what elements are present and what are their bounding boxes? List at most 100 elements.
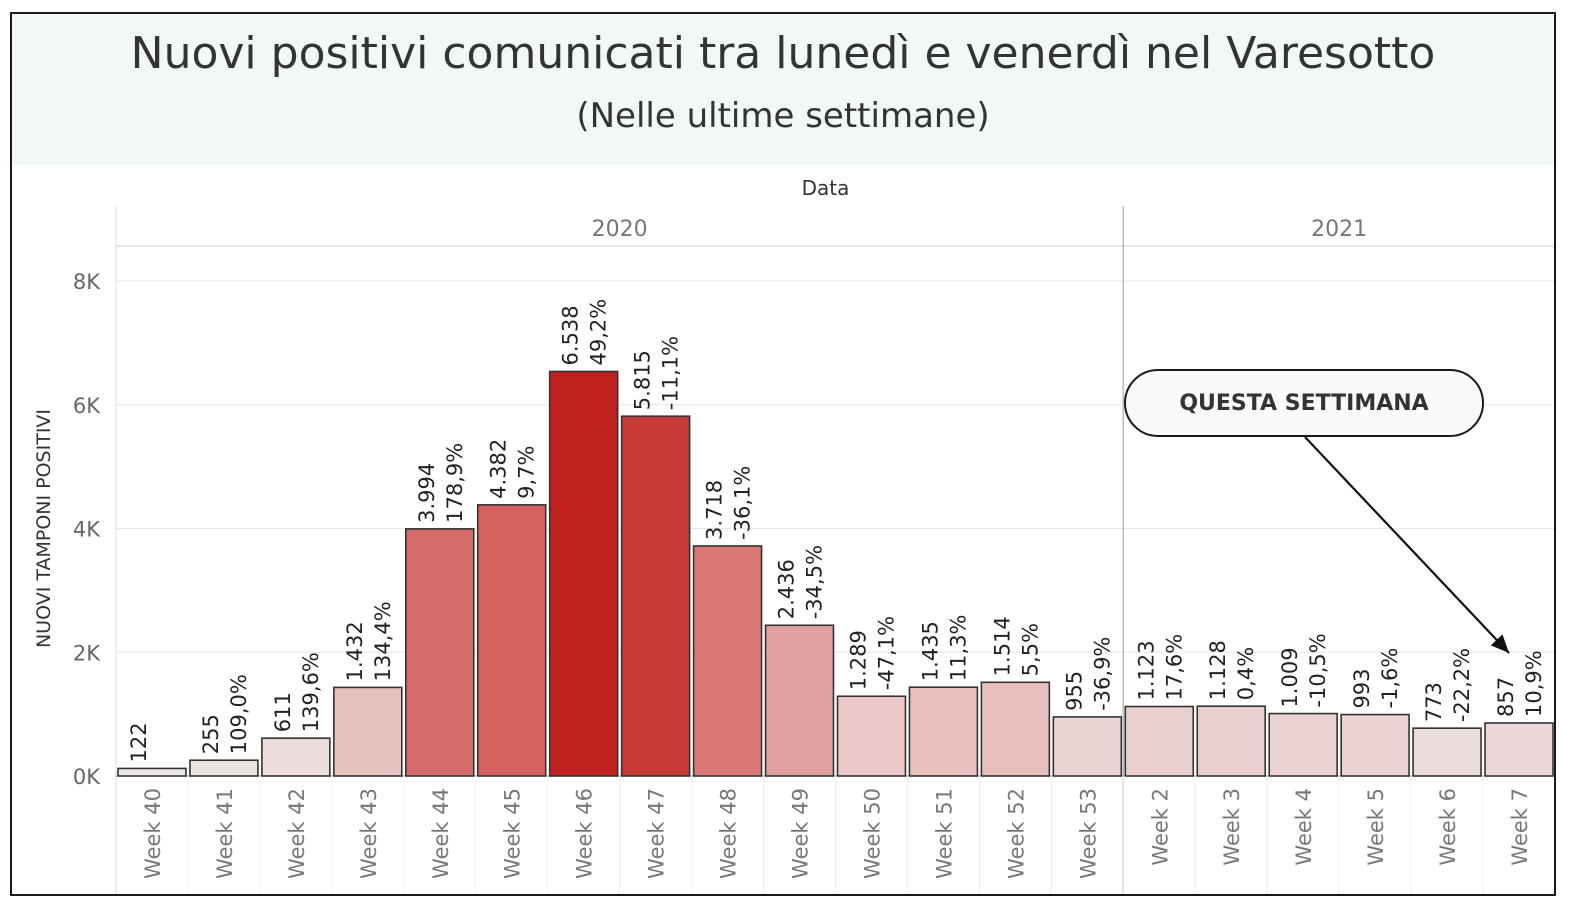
- bar: [836, 695, 907, 777]
- year-label: 2021: [1311, 217, 1367, 242]
- pct-change-label: 17,6%: [1162, 634, 1186, 701]
- chart-subtitle: (Nelle ultime settimane): [576, 96, 990, 136]
- bar: [1196, 705, 1266, 777]
- axes: 0K 2K 4K 6K 8K NUOVI TAMPONI POSITIVI Data 2020…: [33, 176, 1554, 894]
- x-tick-label: Week 46: [573, 788, 597, 879]
- arrow-head: [1490, 634, 1510, 653]
- data-labels: 122 Week 40 255 109,0% Week 41 611 139,6% Week …: [127, 299, 1546, 879]
- x-tick-label: Week 51: [932, 788, 956, 879]
- y-tick-label: 6K: [73, 394, 101, 418]
- x-tick-label: Week 4: [1292, 788, 1316, 866]
- y-tick-label: 8K: [73, 270, 101, 294]
- bar-chart: 0K 2K 4K 6K 8K NUOVI TAMPONI POSITIVI Data 2020…: [33, 176, 1554, 894]
- x-tick-label: Week 5: [1364, 788, 1388, 866]
- pct-change-label: -10,5%: [1306, 633, 1330, 707]
- bar: [1268, 712, 1338, 777]
- value-label: 2.436: [775, 559, 799, 619]
- x-tick-label: Week 42: [285, 788, 309, 879]
- x-tick-label: Week 47: [645, 788, 669, 879]
- bar: [1484, 722, 1554, 777]
- value-label: 1.432: [343, 621, 367, 681]
- x-tick-label: Week 3: [1220, 788, 1244, 866]
- y-tick-label: 2K: [73, 641, 101, 665]
- pct-change-label: 9,7%: [515, 446, 539, 499]
- pct-change-label: 5,5%: [1018, 623, 1042, 676]
- x-tick-label: Week 48: [717, 788, 741, 879]
- bar: [1340, 713, 1410, 777]
- pct-change-label: 139,6%: [299, 652, 323, 732]
- value-label: 993: [1350, 668, 1374, 708]
- x-tick-label: Week 43: [357, 788, 381, 879]
- bar: [189, 759, 259, 777]
- x-tick-label: Week 49: [789, 788, 813, 879]
- title-band: Nuovi positivi comunicati tra lunedì e v…: [12, 14, 1554, 165]
- value-label: 1.435: [918, 621, 942, 681]
- pct-change-label: -11,1%: [659, 336, 683, 410]
- x-tick-label: Week 41: [213, 788, 237, 879]
- pct-change-label: -1,6%: [1378, 648, 1402, 709]
- pct-change-label: -36,1%: [731, 466, 755, 540]
- year-label: 2020: [592, 217, 648, 242]
- value-label: 5.815: [631, 350, 655, 410]
- annotation-arrow: [1304, 436, 1510, 654]
- value-label: 3.718: [703, 480, 727, 540]
- pct-change-label: 10,9%: [1522, 650, 1546, 717]
- y-axis-title: NUOVI TAMPONI POSITIVI: [33, 409, 55, 648]
- pct-change-label: 134,4%: [371, 601, 395, 681]
- pct-change-label: 178,9%: [443, 443, 467, 523]
- y-tick-label: 4K: [73, 518, 101, 542]
- arrow-shaft: [1304, 436, 1510, 654]
- bar: [764, 624, 835, 777]
- bar: [1412, 727, 1482, 777]
- bar: [980, 681, 1051, 777]
- value-label: 857: [1494, 677, 1518, 717]
- bar: [692, 545, 763, 777]
- x-tick-label: Week 53: [1076, 788, 1100, 879]
- bar: [1052, 716, 1123, 777]
- pct-change-label: -36,9%: [1090, 637, 1114, 711]
- value-label: 1.289: [846, 630, 870, 690]
- pct-change-label: 0,4%: [1234, 647, 1258, 700]
- pct-change-label: -22,2%: [1450, 648, 1474, 722]
- x-tick-label: Week 2: [1148, 788, 1172, 866]
- gridlines: [116, 280, 1554, 653]
- chart-frame: Nuovi positivi comunicati tra lunedì e v…: [10, 12, 1556, 896]
- bars: [117, 370, 1554, 777]
- pct-change-label: 11,3%: [946, 614, 970, 681]
- value-label: 773: [1422, 682, 1446, 722]
- value-label: 611: [271, 692, 295, 732]
- bar: [117, 767, 187, 777]
- value-label: 1.514: [990, 616, 1014, 676]
- pct-change-label: 49,2%: [587, 299, 611, 366]
- value-label: 122: [127, 722, 151, 762]
- value-label: 1.128: [1206, 640, 1230, 700]
- value-label: 4.382: [487, 439, 511, 499]
- column-header: Data: [802, 176, 850, 200]
- bar: [333, 686, 403, 777]
- pct-change-label: -34,5%: [803, 545, 827, 619]
- x-tick-label: Week 44: [429, 788, 453, 879]
- pct-change-label: -47,1%: [874, 616, 898, 690]
- value-label: 1.009: [1278, 647, 1302, 707]
- bar: [404, 528, 475, 777]
- bar: [261, 737, 331, 777]
- bar: [548, 370, 619, 777]
- bar: [476, 504, 547, 777]
- value-label: 3.994: [415, 463, 439, 523]
- x-tick-label: Week 50: [860, 788, 884, 879]
- bar: [620, 415, 691, 777]
- x-tick-label: Week 52: [1004, 788, 1028, 879]
- value-label: 1.123: [1134, 640, 1158, 700]
- x-tick-label: Week 40: [141, 788, 165, 879]
- value-label: 955: [1062, 671, 1086, 711]
- value-label: 6.538: [559, 305, 583, 365]
- bar: [908, 686, 979, 777]
- callout-this-week: QUESTA SETTIMANA: [1124, 369, 1484, 437]
- chart-title: Nuovi positivi comunicati tra lunedì e v…: [130, 28, 1436, 79]
- x-tick-label: Week 45: [501, 788, 525, 879]
- bar: [1124, 705, 1195, 777]
- value-label: 255: [199, 714, 223, 754]
- y-tick-label: 0K: [73, 765, 101, 789]
- x-tick-label: Week 6: [1436, 788, 1460, 866]
- x-tick-label: Week 7: [1508, 788, 1532, 866]
